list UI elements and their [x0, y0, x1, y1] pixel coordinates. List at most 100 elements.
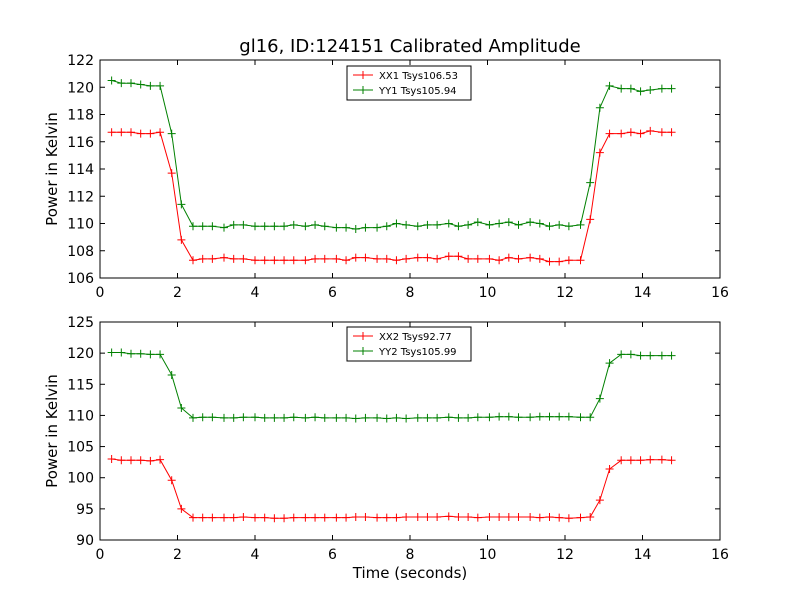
data-point: [167, 129, 176, 138]
data-point: [667, 351, 676, 360]
y-tick-label: 116: [67, 135, 94, 151]
data-point: [361, 253, 370, 262]
y-tick-label: 122: [67, 53, 94, 69]
legend-box: [346, 326, 472, 362]
legend-marker: [359, 332, 367, 340]
data-point: [433, 220, 442, 229]
data-point: [177, 200, 186, 209]
data-point: [464, 413, 473, 422]
data-point: [514, 254, 523, 263]
data-point: [107, 76, 116, 85]
data-point: [586, 215, 595, 224]
data-point: [270, 256, 279, 265]
data-point: [392, 256, 401, 265]
data-point: [413, 512, 422, 521]
data-point: [229, 254, 238, 263]
data-point: [332, 254, 341, 263]
data-point: [117, 128, 126, 137]
y-tick-label: 118: [67, 108, 94, 124]
data-point: [473, 413, 482, 422]
data-point: [107, 348, 116, 357]
data-point: [392, 513, 401, 522]
data-point: [473, 254, 482, 263]
data-point: [576, 513, 585, 522]
data-point: [136, 456, 145, 465]
data-point: [117, 348, 126, 357]
x-tick-label: 14: [634, 285, 652, 301]
data-point: [646, 351, 655, 360]
data-point: [117, 79, 126, 88]
data-point: [177, 235, 186, 244]
x-tick-label: 14: [634, 547, 652, 563]
data-point: [382, 414, 391, 423]
data-point: [198, 513, 207, 522]
data-point: [208, 222, 217, 231]
data-point: [504, 253, 513, 262]
data-point: [289, 256, 298, 265]
data-point: [636, 456, 645, 465]
data-point: [382, 513, 391, 522]
data-point: [555, 220, 564, 229]
data-point: [280, 514, 289, 523]
data-point: [576, 256, 585, 265]
data-point: [270, 222, 279, 231]
data-point: [454, 413, 463, 422]
legend-marker: [359, 347, 367, 355]
legend-label: XX2 Tsys92.77: [379, 332, 452, 343]
data-point: [167, 370, 176, 379]
data-point: [280, 222, 289, 231]
data-point: [320, 254, 329, 263]
data-point: [485, 220, 494, 229]
y-tick-label: 108: [67, 244, 94, 260]
data-point: [251, 222, 259, 231]
subplot-1: 0 2 4 6 8 10 12 14 16 106 108 110 112 114 116 118 120 122…: [43, 36, 729, 301]
data-point: [514, 413, 523, 422]
data-point: [239, 413, 248, 422]
data-point: [657, 455, 666, 464]
data-point: [564, 412, 573, 421]
data-point: [301, 513, 310, 522]
data-point: [423, 220, 432, 229]
data-point: [626, 128, 635, 137]
data-point: [239, 220, 248, 229]
data-point: [177, 403, 186, 412]
data-point: [251, 256, 259, 265]
data-point: [220, 513, 228, 522]
data-point: [220, 253, 228, 262]
data-point: [605, 359, 614, 368]
data-point: [617, 84, 626, 93]
data-point: [646, 126, 655, 135]
data-point: [433, 413, 442, 422]
data-point: [229, 513, 238, 522]
data-point: [473, 513, 482, 522]
data-point: [636, 351, 645, 360]
y-tick-label: 114: [67, 162, 94, 178]
data-point: [605, 81, 614, 90]
data-point: [402, 414, 411, 423]
x-tick-label: 0: [96, 285, 105, 301]
y-tick-label: 90: [76, 533, 94, 549]
data-point: [208, 413, 217, 422]
data-point: [382, 254, 391, 263]
data-point: [127, 128, 135, 137]
data-point: [301, 256, 310, 265]
data-point: [280, 413, 289, 422]
data-point: [189, 256, 197, 265]
data-point: [495, 512, 504, 521]
data-point: [504, 512, 513, 521]
data-point: [127, 456, 135, 465]
data-point: [251, 513, 259, 522]
data-point: [373, 254, 382, 263]
data-point: [454, 222, 463, 231]
data-point: [514, 512, 523, 521]
data-point: [239, 512, 248, 521]
legend-label: YY2 Tsys105.99: [378, 347, 457, 358]
data-point: [189, 413, 197, 422]
data-point: [127, 79, 135, 88]
data-point: [177, 504, 186, 513]
data-point: [535, 219, 544, 228]
data-point: [280, 256, 289, 265]
data-point: [605, 464, 614, 473]
data-point: [136, 129, 145, 138]
x-tick-label: 6: [328, 285, 337, 301]
